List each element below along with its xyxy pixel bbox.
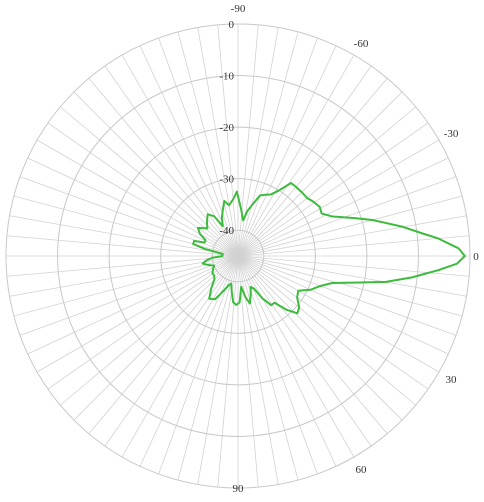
spoke-line [237, 235, 470, 257]
grid-ring [57, 75, 419, 437]
spoke-line [9, 215, 239, 257]
spoke-line [237, 176, 457, 257]
spoke-line [13, 195, 239, 257]
radial-tick-label: 0 [229, 19, 235, 31]
spoke-line [177, 255, 239, 481]
grid-ring [211, 229, 265, 283]
series-line [192, 182, 466, 315]
spoke-line [237, 255, 388, 434]
spoke-line [237, 37, 318, 257]
spoke-line [19, 255, 239, 336]
angle-tick-label: 60 [356, 464, 368, 476]
spoke-line [237, 255, 467, 297]
spoke-line [158, 37, 239, 257]
angle-tick-label: 90 [233, 483, 245, 495]
spoke-line [36, 255, 239, 373]
spoke-line [237, 255, 463, 317]
grid-ring [108, 126, 368, 386]
spoke-line [73, 255, 239, 421]
spoke-line [60, 106, 239, 257]
spoke-line [237, 255, 355, 458]
grid-ring [5, 23, 471, 489]
spoke-line [217, 24, 239, 257]
angular-axis-labels: -90 -60 -30 0 30 60 90 [231, 3, 480, 495]
spoke-line [19, 176, 239, 257]
spoke-line [237, 139, 440, 257]
spoke-line [237, 91, 403, 257]
spoke-line [27, 157, 239, 257]
spoke-line [139, 255, 239, 467]
spoke-line [237, 255, 299, 481]
angle-tick-label: 0 [473, 251, 479, 263]
spoke-line [197, 27, 239, 257]
angle-tick-label: -60 [354, 38, 369, 50]
spoke-line [237, 157, 449, 257]
angle-tick-label: -90 [231, 3, 246, 15]
spoke-line [237, 255, 416, 406]
radial-grid-rings [5, 23, 471, 489]
spoke-line [47, 122, 239, 257]
spoke-line [237, 122, 429, 257]
spoke-line [177, 31, 239, 257]
spoke-line [88, 78, 239, 257]
spoke-line [158, 255, 239, 475]
spoke-line [60, 255, 239, 406]
spoke-line [237, 45, 337, 257]
angle-tick-label: 30 [446, 374, 458, 386]
spoke-line [6, 255, 239, 277]
spoke-line [237, 255, 449, 355]
spoke-line [237, 255, 372, 447]
spoke-line [237, 54, 355, 257]
spoke-line [237, 24, 259, 257]
spoke-line [237, 255, 470, 277]
spoke-line [237, 78, 388, 257]
spoke-line [13, 255, 239, 317]
radial-tick-label: -30 [219, 174, 234, 186]
angular-grid-lines [6, 24, 470, 488]
spoke-line [237, 255, 429, 390]
spoke-line [237, 65, 372, 257]
pattern-series [192, 182, 466, 315]
spoke-line [6, 235, 239, 257]
radial-axis-labels: 0 -10 -20 -30 -40 [219, 19, 234, 237]
spoke-line [36, 139, 239, 257]
spoke-line [237, 255, 337, 467]
spoke-line [237, 106, 416, 257]
spoke-line [237, 195, 463, 257]
spoke-line [121, 255, 239, 458]
spoke-line [27, 255, 239, 355]
spoke-line [104, 65, 239, 257]
angle-tick-label: -30 [444, 128, 459, 140]
grid-ring [160, 178, 316, 334]
radial-tick-label: -20 [219, 122, 234, 134]
spoke-line [237, 215, 467, 257]
spoke-line [237, 255, 440, 373]
spoke-line [47, 255, 239, 390]
radial-tick-label: -10 [219, 71, 234, 83]
spoke-line [237, 31, 299, 257]
spoke-line [73, 91, 239, 257]
spoke-line [217, 255, 239, 488]
spoke-line [104, 255, 239, 447]
spoke-line [237, 255, 457, 336]
spoke-line [237, 255, 403, 421]
spoke-line [9, 255, 239, 297]
radial-tick-label: -40 [219, 225, 234, 237]
